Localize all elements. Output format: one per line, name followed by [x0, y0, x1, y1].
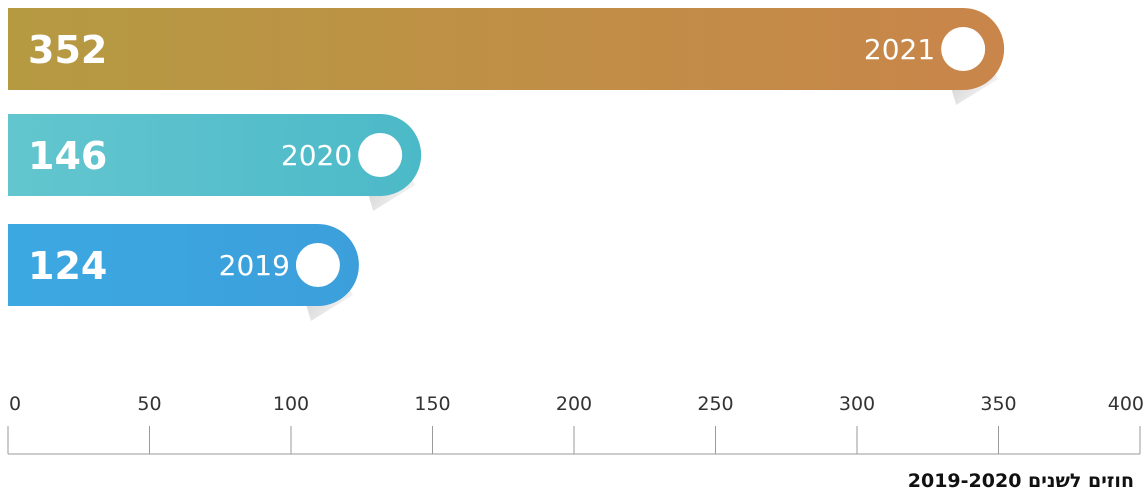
bar-value-label: 146: [28, 134, 107, 178]
x-axis: 0 50 100 150 200 250 300 350 400: [7, 393, 1144, 455]
bar-2021: [8, 8, 1005, 90]
bar-value-label: 352: [28, 28, 107, 72]
bars-layer: 352 2021 146 2020 124 2019: [8, 8, 1005, 321]
bar-2019: [8, 224, 359, 306]
x-tick-label: 100: [273, 393, 309, 415]
x-tick-label: 400: [1108, 393, 1144, 415]
bar-end-knob: [295, 243, 340, 287]
bar-year-label: 2020: [281, 139, 352, 172]
bar-year-label: 2021: [864, 33, 935, 66]
x-tick-label: 200: [556, 393, 592, 415]
bar-value-label: 124: [28, 244, 107, 288]
bar-end-knob: [358, 133, 403, 177]
x-tick-label: 150: [414, 393, 450, 415]
x-tick-label: 300: [839, 393, 875, 415]
x-tick-label: 0: [9, 393, 21, 415]
x-tick-label: 50: [137, 393, 161, 415]
x-tick-label: 250: [697, 393, 733, 415]
bar-year-label: 2019: [219, 249, 290, 282]
x-tick-label: 350: [980, 393, 1016, 415]
chart-caption: חוזים לשנים 2019-2020: [907, 470, 1134, 492]
bar-end-knob: [941, 27, 986, 71]
bar-2020: [8, 114, 422, 196]
